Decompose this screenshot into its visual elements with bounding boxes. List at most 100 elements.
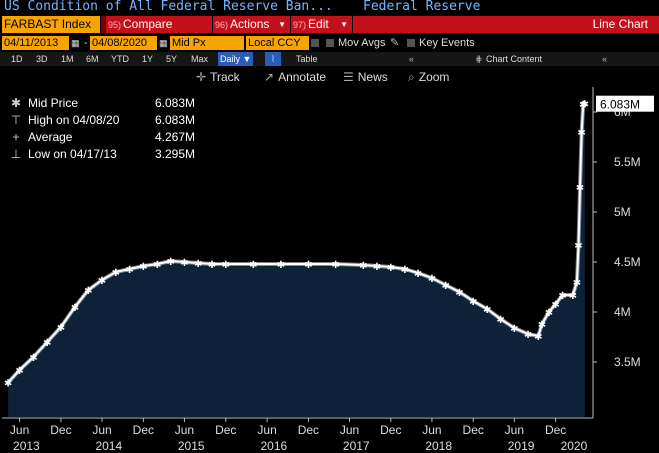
range-1d[interactable]: 1D: [11, 54, 23, 64]
page-subtitle: Federal Reserve: [363, 0, 481, 14]
data-point: ✱: [194, 259, 202, 270]
x-month-label: Dec: [380, 423, 401, 437]
mov-avgs-label[interactable]: Mov Avgs: [338, 37, 386, 49]
data-point: ✱: [15, 366, 23, 377]
key-events-checkbox[interactable]: [407, 39, 415, 47]
field-select[interactable]: Mid Px: [170, 36, 244, 50]
range-max[interactable]: Max: [191, 54, 209, 64]
range-1y[interactable]: 1Y: [142, 54, 154, 64]
data-point: ✱: [125, 265, 133, 276]
range-6m[interactable]: 6M: [86, 54, 99, 64]
y-tick-label: 5.5M: [614, 155, 641, 169]
x-month-label: Jun: [340, 423, 359, 437]
data-point: ✱: [208, 260, 216, 271]
data-point: ✱: [558, 291, 566, 302]
chart-style-icon[interactable]: ⌇: [265, 52, 281, 66]
asterisk-icon: ✱: [10, 96, 22, 110]
range-1m[interactable]: 1M: [61, 54, 74, 64]
legend-label: High on 04/08/20: [28, 113, 120, 127]
x-month-label: Dec: [50, 423, 71, 437]
x-year-label: 2018: [425, 439, 452, 453]
data-point: ✱: [139, 262, 147, 273]
data-point: ✱: [428, 274, 436, 285]
actions-button[interactable]: 96) Actions ▼: [213, 16, 290, 33]
x-year-label: 2014: [95, 439, 122, 453]
start-date-input[interactable]: 04/11/2013: [2, 36, 69, 50]
crosshair-icon: ✛: [196, 70, 207, 84]
legend-label: Mid Price: [28, 96, 79, 110]
edit-chevron-icon: ▼: [340, 20, 348, 29]
data-point: ✱: [496, 315, 504, 326]
data-point: ✱: [359, 261, 367, 272]
chart-content-button[interactable]: Chart Content: [486, 54, 543, 64]
legend-value: 6.083M: [154, 96, 195, 110]
news-button[interactable]: ☰ News: [343, 67, 388, 87]
actions-chevron-icon: ▼: [278, 20, 286, 29]
currency-select[interactable]: Local CCY: [246, 36, 309, 50]
edit-button[interactable]: 97) Edit ▼: [291, 16, 352, 33]
range-ytd[interactable]: YTD: [111, 54, 129, 64]
y-tick-label: 4M: [614, 305, 631, 319]
mov-avgs-checkbox[interactable]: [326, 39, 334, 47]
page-title: US Condition of All Federal Reserve Ban.…: [4, 0, 333, 14]
data-point: ✱: [569, 291, 577, 302]
y-tick-label: 4.5M: [614, 255, 641, 269]
last-value-label: 6.083M: [600, 98, 640, 112]
zoom-button[interactable]: ⌕ Zoom: [408, 67, 449, 87]
data-point: ✱: [455, 288, 463, 299]
data-point: ✱: [249, 260, 257, 271]
data-point: ✱: [469, 297, 477, 308]
x-year-label: 2016: [261, 439, 288, 453]
pencil-icon[interactable]: ✎: [390, 37, 400, 49]
data-point: ✱: [551, 300, 559, 311]
y-tick-label: 5M: [614, 205, 631, 219]
range-row: 1D 3D 1M 6M YTD 1Y 5Y Max Daily ▼ ⌇ Tabl…: [0, 52, 659, 66]
x-year-label: 2013: [13, 439, 40, 453]
x-year-label: 2020: [561, 439, 588, 453]
average-marker-icon: +: [12, 130, 20, 144]
title-row: US Condition of All Federal Reserve Ban.…: [0, 0, 659, 15]
range-5y[interactable]: 5Y: [166, 54, 178, 64]
end-date-input[interactable]: 04/08/2020: [90, 36, 157, 50]
parameter-row: 04/11/2013 ▦ - 04/08/2020 ▦ Mid Px Local…: [0, 35, 659, 51]
data-point: ✱: [577, 128, 585, 139]
range-3d[interactable]: 3D: [36, 54, 48, 64]
key-events-label[interactable]: Key Events: [419, 37, 475, 49]
collapse-right-icon[interactable]: «: [602, 54, 608, 64]
zoom-icon: ⌕: [408, 70, 415, 84]
table-button[interactable]: Table: [296, 54, 318, 64]
legend-row-average: + Average 4.267M: [10, 130, 195, 145]
data-point: ✱: [84, 286, 92, 297]
x-month-label: Jun: [10, 423, 29, 437]
track-button[interactable]: ✛ Track: [196, 67, 240, 87]
actions-number: 96): [215, 20, 229, 30]
data-point: ✱: [4, 379, 12, 390]
zoom-label: Zoom: [418, 70, 450, 84]
ticker-field[interactable]: FARBAST Index: [2, 16, 100, 33]
collapse-left-icon[interactable]: «: [409, 54, 415, 64]
compare-button[interactable]: 95) Compare: [106, 16, 212, 33]
ticker-dropdown[interactable]: [101, 16, 105, 33]
annotate-button[interactable]: ↗ Annotate: [264, 67, 326, 87]
data-point: ✱: [29, 353, 37, 364]
currency-dropdown[interactable]: [311, 39, 319, 47]
low-marker-icon: ⊥: [10, 147, 22, 161]
x-year-label: 2017: [343, 439, 370, 453]
x-month-label: Dec: [545, 423, 566, 437]
high-marker-icon: ⊤: [10, 113, 22, 127]
data-point: ✱: [581, 100, 589, 111]
actions-label: Actions: [230, 17, 270, 31]
x-month-label: Dec: [298, 423, 319, 437]
data-point: ✱: [304, 260, 312, 271]
chart-type-label[interactable]: Line Chart: [353, 16, 659, 33]
line-chart[interactable]: ✱✱✱✱✱✱✱✱✱ ✱ ✱ ✱ ✱ ✱ ✱ ✱ ✱ ✱ ✱ ✱ ✱ ✱ ✱ ✱ ✱ ✱ ✱✱✱✱✱✱✱✱ ✱✱✱✱✱ ✱…: [0, 87, 659, 453]
area-layer: [8, 103, 585, 417]
data-point: ✱: [98, 276, 106, 287]
calendar-icon[interactable]: ▦: [159, 38, 168, 48]
frequency-chevron-icon: ▼: [242, 54, 252, 64]
frequency-select[interactable]: Daily ▼: [218, 52, 254, 66]
data-point: ✱: [510, 324, 518, 335]
edit-label: Edit: [308, 17, 329, 31]
calendar-icon[interactable]: ▦: [71, 38, 80, 48]
x-month-label: Dec: [133, 423, 154, 437]
